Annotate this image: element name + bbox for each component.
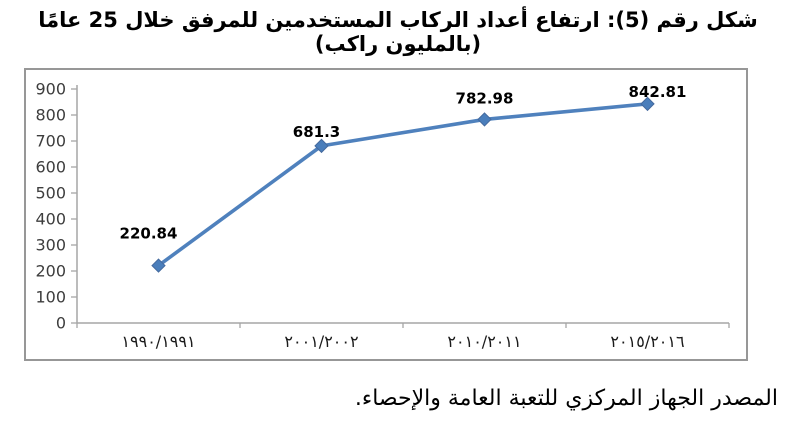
data-point-label: 842.81 [629,83,687,101]
data-point-marker [314,138,329,154]
x-category-label: ١٩٩٠/١٩٩١ [121,332,195,351]
data-point-label: 220.84 [120,225,178,243]
data-point-label: 681.3 [293,123,340,141]
x-category-label: ٢٠١٥/٢٠١٦ [610,332,684,351]
y-tick-label: 0 [56,314,66,333]
data-line [156,102,650,268]
data-point-marker [151,258,166,273]
y-tick-label: 100 [35,288,66,307]
chart-title: شكل رقم (5): ارتفاع أعداد الركاب المستخد… [38,8,758,56]
y-tick-label: 700 [35,132,66,151]
y-tick-label: 500 [35,184,66,203]
y-tick-label: 400 [35,210,66,229]
y-tick-label: 600 [35,158,66,177]
line-chart-plot: 0 100 200 300 400 500 600 700 800 900 ١٩٩٠/١٩٩١ ٢٠٠… [35,80,730,351]
x-category-label: ٢٠٠١/٢٠٠٢ [284,332,358,351]
y-tick-label: 200 [35,262,66,281]
data-point-marker [477,112,492,127]
y-tick-label: 900 [35,80,66,99]
x-category-label: ٢٠١٠/٢٠١١ [447,332,521,351]
y-tick-label: 800 [35,106,66,125]
data-point-label: 782.98 [456,89,514,107]
chart-frame: 0 100 200 300 400 500 600 700 800 900 ١٩٩٠/١٩٩١ ٢٠٠… [24,68,748,361]
y-tick-label: 300 [35,236,66,255]
data-point-marker [640,96,655,112]
source-note: المصدر الجهاز المركزي للتعبة العامة والإ… [354,386,778,411]
